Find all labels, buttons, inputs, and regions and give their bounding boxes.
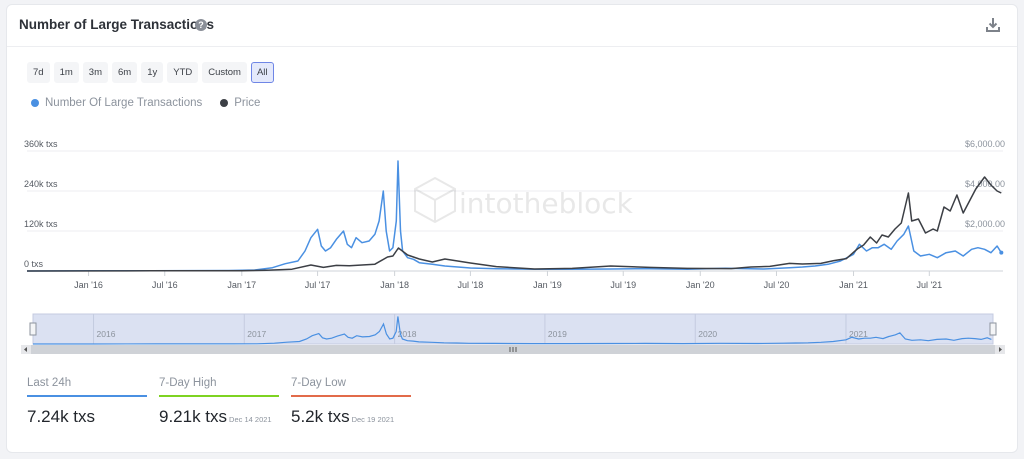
watermark-logo-icon — [414, 176, 456, 224]
card-header: Number of Large Transactions ? — [7, 5, 1017, 47]
legend-item-price[interactable]: Price — [220, 97, 260, 109]
x-tick-label: Jan '19 — [533, 280, 562, 290]
range-button-1m[interactable]: 1m — [53, 62, 79, 83]
stat-label: Last 24h — [27, 377, 147, 397]
x-tick-label: Jan '17 — [227, 280, 256, 290]
stat-7-day-high: 7-Day High 9.21k txs Dec 14 2021 — [159, 377, 279, 427]
y-left-tick-label: 240k txs — [24, 179, 58, 189]
stat-7-day-low: 7-Day Low 5.2k txs Dec 19 2021 — [291, 377, 411, 427]
x-tick-label: Jul '18 — [458, 280, 484, 290]
x-tick-label: Jul '17 — [305, 280, 331, 290]
x-tick-label: Jul '21 — [916, 280, 942, 290]
y-right-tick-label: $4,000.00 — [965, 179, 1005, 189]
legend-label: Number Of Large Transactions — [45, 97, 203, 109]
range-button-7d[interactable]: 7d — [27, 62, 50, 83]
legend-item-large-transactions[interactable]: Number Of Large Transactions — [31, 97, 202, 109]
navigator-year-label: 2016 — [97, 329, 116, 339]
navigator-year-label: 2018 — [398, 329, 417, 339]
navigator-year-label: 2017 — [247, 329, 266, 339]
range-navigator[interactable]: 2016 2017 2018 2019 2020 2021 — [7, 310, 1019, 360]
x-tick-label: Jan '21 — [839, 280, 868, 290]
question-mark-icon[interactable]: ? — [195, 19, 207, 31]
x-tick-label: Jan '20 — [686, 280, 715, 290]
navigator-year-label: 2019 — [548, 329, 567, 339]
chart-title: Number of Large Transactions — [19, 17, 215, 32]
stat-value-number: 9.21k txs — [159, 407, 228, 426]
stat-label: 7-Day Low — [291, 377, 411, 397]
stat-value: 5.2k txs Dec 19 2021 — [291, 407, 411, 427]
stat-date: Dec 19 2021 — [351, 415, 395, 424]
y-right-tick-label: $2,000.00 — [965, 219, 1005, 229]
x-tick-label: Jul '16 — [152, 280, 178, 290]
stat-value-number: 5.2k txs — [291, 407, 350, 426]
range-button-3m[interactable]: 3m — [82, 62, 108, 83]
y-left-tick-label: 0 txs — [24, 259, 44, 269]
range-button-ytd[interactable]: YTD — [167, 62, 199, 83]
x-tick-label: Jul '20 — [764, 280, 790, 290]
y-left-tick-label: 120k txs — [24, 219, 58, 229]
navigator-series-line — [33, 316, 992, 345]
x-tick-label: Jan '18 — [380, 280, 409, 290]
scroll-right-arrow-icon[interactable] — [999, 347, 1002, 352]
y-right-tick-label: $6,000.00 — [965, 139, 1005, 149]
navigator-year-label: 2021 — [849, 329, 868, 339]
range-button-custom[interactable]: Custom — [202, 62, 247, 83]
stat-date: Dec 14 2021 — [229, 415, 272, 424]
last-point-marker — [999, 250, 1004, 255]
stat-value: 7.24k txs — [27, 407, 96, 426]
line-chart: 0 txs 120k txs 240k txs 360k txs $2,000.00 $4… — [24, 139, 1005, 290]
series-line-price — [26, 176, 1002, 272]
chart-card: Number of Large Transactions ? 7d 1m 3m 6m 1… — [6, 4, 1018, 453]
series-dot-icon — [220, 99, 229, 107]
y-left-tick-label: 360k txs — [24, 139, 58, 149]
time-range-selector: 7d 1m 3m 6m 1y YTD Custom All — [27, 62, 274, 83]
range-button-6m[interactable]: 6m — [111, 62, 138, 83]
range-button-all[interactable]: All — [250, 62, 274, 83]
navigator-year-label: 2020 — [698, 329, 717, 339]
range-button-1y[interactable]: 1y — [141, 62, 164, 83]
watermark-logo-icon — [414, 188, 456, 222]
legend: Number Of Large Transactions Price — [31, 97, 260, 109]
series-line-large-transactions — [26, 160, 1002, 272]
stats-row: Last 24h 7.24k txs 7-Day High 9.21k txs D… — [27, 377, 411, 427]
watermark: intotheblock — [414, 176, 634, 224]
watermark-text: intotheblock — [459, 187, 634, 220]
stat-label: 7-Day High — [159, 377, 279, 397]
navigator-left-handle[interactable] — [29, 322, 37, 336]
series-dot-icon — [31, 99, 39, 107]
navigator-right-handle[interactable] — [989, 322, 997, 336]
scroll-left-arrow-icon[interactable] — [24, 347, 27, 352]
legend-label: Price — [234, 97, 261, 109]
stat-value: 9.21k txs Dec 14 2021 — [159, 407, 279, 427]
x-tick-label: Jul '19 — [610, 280, 636, 290]
stat-last-24h: Last 24h 7.24k txs — [27, 377, 147, 427]
download-icon[interactable] — [985, 17, 1001, 33]
x-tick-label: Jan '16 — [74, 280, 103, 290]
